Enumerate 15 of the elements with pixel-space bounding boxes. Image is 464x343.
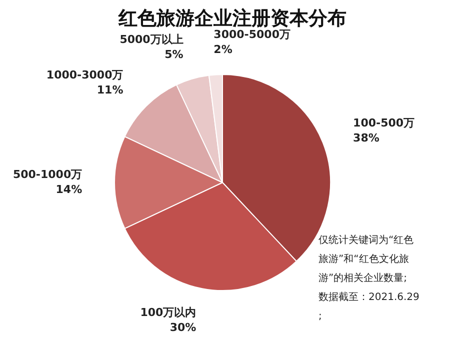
- slice-label: 100万以内: [140, 306, 196, 319]
- data-label: 11%: [96, 84, 124, 97]
- slice-label: 100-500万: [353, 116, 415, 130]
- slice-label: 3000-5000万: [214, 28, 290, 41]
- text: 数据截至：2021.6.29;: [318, 291, 420, 322]
- data-label: 30%: [170, 320, 196, 334]
- text: 仅统计关键词为“红色旅游”和“红色文化旅游”的相关企业数量;: [318, 234, 414, 284]
- data-label: 14%: [56, 183, 82, 196]
- data-label: 2%: [214, 42, 232, 56]
- slice-label: 1000-3000万: [46, 68, 124, 82]
- data-label: 38%: [353, 131, 380, 144]
- chart-title: 红色旅游企业注册资本分布: [118, 8, 346, 30]
- slice-label: 5000万以上: [120, 33, 184, 46]
- data-label: 5%: [164, 48, 184, 62]
- slice-label: 500-1000万: [12, 168, 82, 181]
